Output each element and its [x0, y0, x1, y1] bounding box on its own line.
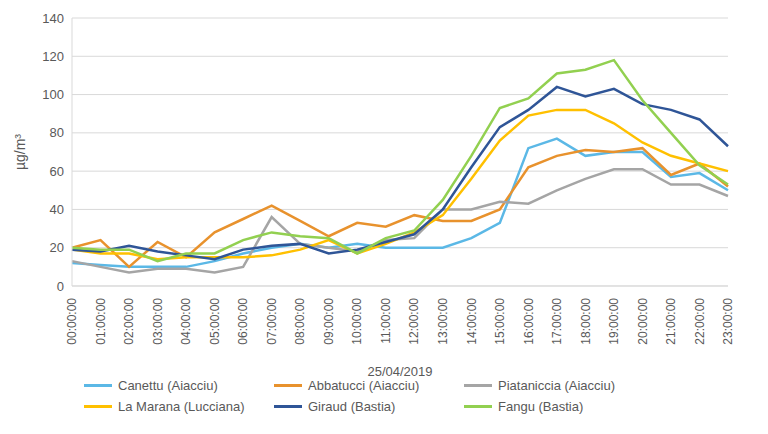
- svg-text:08:00:00: 08:00:00: [293, 298, 307, 345]
- html-text:La Marana (Lucciana): La Marana (Lucciana): [118, 399, 245, 414]
- svg-text:04:00:00: 04:00:00: [179, 298, 193, 345]
- svg-text:01:00:00: 01:00:00: [94, 298, 108, 345]
- svg-text:19:00:00: 19:00:00: [607, 298, 621, 345]
- svg-text:07:00:00: 07:00:00: [265, 298, 279, 345]
- svg-text:23:00:00: 23:00:00: [721, 298, 735, 345]
- svg-text:10:00:00: 10:00:00: [350, 298, 364, 345]
- svg-text:16:00:00: 16:00:00: [522, 298, 536, 345]
- svg-text:05:00:00: 05:00:00: [208, 298, 222, 345]
- html-text:Giraud (Bastia): Giraud (Bastia): [308, 399, 396, 414]
- svg-text:00:00:00: 00:00:00: [65, 298, 79, 345]
- svg-text:15:00:00: 15:00:00: [493, 298, 507, 345]
- svg-text:25/04/2019: 25/04/2019: [367, 364, 432, 379]
- svg-text:20:00:00: 20:00:00: [636, 298, 650, 345]
- svg-text:22:00:00: 22:00:00: [693, 298, 707, 345]
- svg-text:02:00:00: 02:00:00: [122, 298, 136, 345]
- svg-text:09:00:00: 09:00:00: [322, 298, 336, 345]
- html-text:Canettu (Aiacciu): Canettu (Aiacciu): [118, 378, 218, 393]
- svg-text:40: 40: [50, 202, 64, 217]
- svg-text:120: 120: [42, 49, 64, 64]
- svg-text:18:00:00: 18:00:00: [579, 298, 593, 345]
- svg-text:µg/m³: µg/m³: [12, 134, 28, 170]
- svg-text:100: 100: [42, 87, 64, 102]
- html-text:Abbatucci (Aiacciu): Abbatucci (Aiacciu): [308, 378, 420, 393]
- html-text:Fangu (Bastia): Fangu (Bastia): [498, 399, 584, 414]
- svg-text:12:00:00: 12:00:00: [407, 298, 421, 345]
- svg-text:80: 80: [50, 125, 64, 140]
- svg-text:06:00:00: 06:00:00: [236, 298, 250, 345]
- svg-text:03:00:00: 03:00:00: [151, 298, 165, 345]
- svg-text:20: 20: [50, 240, 64, 255]
- svg-text:21:00:00: 21:00:00: [664, 298, 678, 345]
- svg-text:0: 0: [57, 279, 64, 294]
- svg-text:60: 60: [50, 164, 64, 179]
- svg-text:140: 140: [42, 11, 64, 26]
- svg-text:13:00:00: 13:00:00: [436, 298, 450, 345]
- svg-text:17:00:00: 17:00:00: [550, 298, 564, 345]
- svg-text:11:00:00: 11:00:00: [379, 298, 393, 344]
- svg-text:14:00:00: 14:00:00: [465, 298, 479, 345]
- html-text:Piataniccia (Aiacciu): Piataniccia (Aiacciu): [498, 378, 615, 393]
